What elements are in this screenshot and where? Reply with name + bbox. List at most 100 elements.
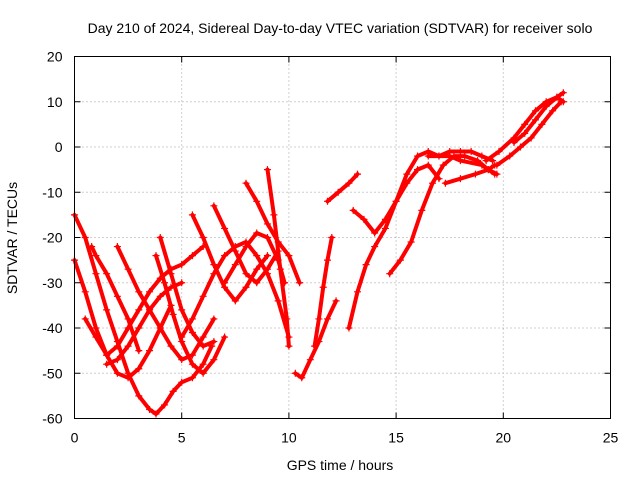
data-point bbox=[81, 234, 89, 241]
data-point bbox=[521, 129, 529, 137]
data-point bbox=[124, 342, 132, 350]
data-point bbox=[135, 365, 143, 373]
data-point bbox=[311, 342, 319, 350]
data-point bbox=[221, 224, 229, 232]
x-tick-label: 5 bbox=[178, 430, 186, 446]
y-tick-label: -40 bbox=[42, 320, 62, 336]
data-point bbox=[527, 134, 535, 142]
data-point bbox=[178, 306, 186, 314]
data-point bbox=[354, 170, 362, 178]
data-point bbox=[506, 152, 514, 160]
data-point bbox=[199, 292, 207, 300]
data-point bbox=[559, 89, 567, 97]
series-sat-d bbox=[88, 243, 143, 355]
data-point bbox=[418, 206, 426, 214]
data-point bbox=[328, 234, 336, 241]
data-point bbox=[113, 292, 121, 300]
series-track bbox=[115, 244, 216, 362]
series-track bbox=[104, 280, 184, 367]
data-point bbox=[263, 265, 271, 273]
data-point bbox=[553, 93, 561, 101]
data-point bbox=[531, 107, 539, 115]
data-point bbox=[263, 220, 271, 228]
data-point bbox=[371, 229, 379, 237]
series-sat-p bbox=[311, 234, 336, 350]
data-point bbox=[263, 252, 271, 260]
data-point bbox=[407, 238, 415, 246]
data-point bbox=[493, 161, 501, 169]
data-point bbox=[146, 288, 154, 296]
data-point bbox=[253, 279, 261, 287]
x-tick-label: 15 bbox=[388, 430, 404, 446]
series-sat-v bbox=[441, 161, 499, 187]
data-point bbox=[146, 306, 154, 314]
x-tick-label: 10 bbox=[281, 430, 297, 446]
data-point bbox=[210, 315, 218, 323]
data-point bbox=[484, 166, 492, 174]
data-point bbox=[285, 342, 293, 350]
series-sat-y bbox=[510, 93, 567, 146]
data-point bbox=[424, 161, 432, 169]
data-point bbox=[103, 306, 111, 314]
data-point bbox=[283, 315, 291, 323]
data-point bbox=[396, 256, 404, 264]
data-point bbox=[345, 324, 353, 332]
data-point bbox=[298, 374, 306, 382]
data-point bbox=[441, 179, 449, 187]
data-point bbox=[88, 243, 96, 251]
data-point bbox=[242, 283, 250, 291]
data-point bbox=[531, 116, 539, 124]
data-point bbox=[478, 152, 486, 160]
data-point bbox=[188, 252, 196, 260]
data-point bbox=[450, 152, 458, 160]
data-point bbox=[167, 270, 175, 278]
data-point bbox=[345, 179, 353, 187]
data-point bbox=[135, 306, 143, 314]
data-point bbox=[188, 329, 196, 337]
series-sat-g bbox=[156, 234, 218, 350]
data-point bbox=[467, 148, 475, 156]
data-point bbox=[315, 315, 323, 323]
data-point bbox=[169, 310, 177, 318]
x-tick-label: 25 bbox=[603, 430, 619, 446]
data-point bbox=[188, 211, 196, 219]
data-point bbox=[135, 347, 143, 355]
data-point bbox=[296, 279, 304, 287]
data-point bbox=[386, 270, 394, 278]
data-point bbox=[92, 324, 100, 332]
data-point bbox=[188, 315, 196, 323]
data-point bbox=[221, 279, 229, 287]
data-point bbox=[92, 252, 100, 260]
y-tick-label: -60 bbox=[42, 411, 62, 427]
data-point bbox=[482, 157, 490, 165]
x-tick-label: 20 bbox=[496, 430, 512, 446]
data-point bbox=[178, 261, 186, 269]
series-track bbox=[89, 244, 141, 353]
data-point bbox=[354, 288, 362, 296]
data-point bbox=[210, 338, 218, 346]
series-track bbox=[265, 167, 291, 349]
data-point bbox=[152, 410, 160, 418]
series-track bbox=[293, 298, 339, 380]
series-sat-j bbox=[188, 211, 271, 305]
data-point bbox=[210, 202, 218, 210]
data-point bbox=[103, 351, 111, 359]
data-point bbox=[221, 252, 229, 260]
data-point bbox=[242, 270, 250, 278]
data-point bbox=[495, 148, 503, 156]
data-point bbox=[332, 297, 340, 305]
data-point bbox=[124, 374, 132, 382]
data-point bbox=[456, 175, 464, 183]
series-track bbox=[72, 212, 214, 416]
data-point bbox=[210, 261, 218, 269]
data-point bbox=[188, 374, 196, 382]
data-point bbox=[178, 333, 186, 341]
series-sat-k bbox=[210, 202, 282, 287]
data-point bbox=[124, 315, 132, 323]
series-track bbox=[158, 235, 216, 349]
data-point bbox=[439, 161, 447, 169]
data-point bbox=[456, 148, 464, 156]
series-track bbox=[325, 172, 360, 204]
y-axis-label: SDTVAR / TECUs bbox=[4, 182, 20, 294]
data-point bbox=[424, 152, 432, 160]
